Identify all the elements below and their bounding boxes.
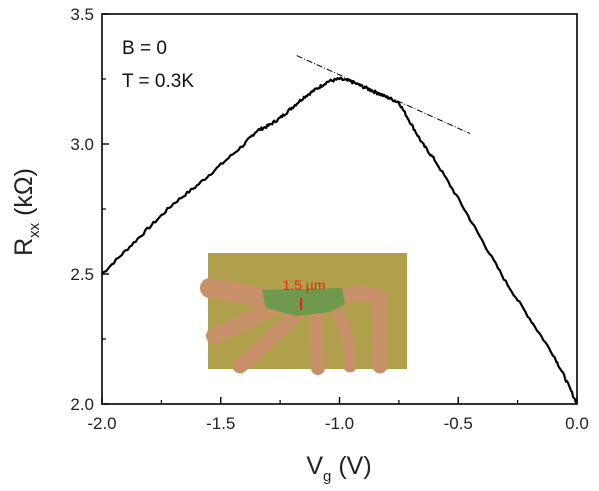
y-axis-title: Rxx (kΩ) xyxy=(10,168,43,256)
electrode-left-lower xyxy=(232,302,308,374)
y-axis-ticks: 2.0 2.5 3.0 3.5 xyxy=(70,5,109,414)
annotation-field: B = 0 xyxy=(122,38,167,59)
annotation-temperature: T = 0.3K xyxy=(122,71,194,92)
electrode-right-lower xyxy=(329,303,357,373)
x-axis-ticks: -2.0 -1.5 -1.0 -0.5 0.0 xyxy=(87,397,589,433)
scale-bar-label: 1.5 µm xyxy=(282,277,325,293)
x-tick-label: -1.0 xyxy=(325,414,354,433)
x-tick-label: 0.0 xyxy=(565,414,589,433)
y-tick-label: 3.0 xyxy=(70,135,94,154)
x-tick-label: -1.5 xyxy=(206,414,235,433)
electrode-center xyxy=(309,303,325,375)
y-tick-label: 3.5 xyxy=(70,5,94,24)
x-axis-title: Vg (V) xyxy=(306,452,371,485)
y-tick-label: 2.0 xyxy=(70,395,94,414)
inset-micrograph: 1.5 µm xyxy=(200,253,407,375)
electrode-left-upper xyxy=(200,278,280,310)
x-tick-label: -0.5 xyxy=(444,414,473,433)
series-line xyxy=(101,76,578,405)
series-layer xyxy=(101,76,578,405)
x-tick-label: -2.0 xyxy=(87,414,116,433)
tangent-line xyxy=(296,55,471,135)
inset-flake xyxy=(262,288,345,316)
y-tick-label: 2.5 xyxy=(70,265,94,284)
